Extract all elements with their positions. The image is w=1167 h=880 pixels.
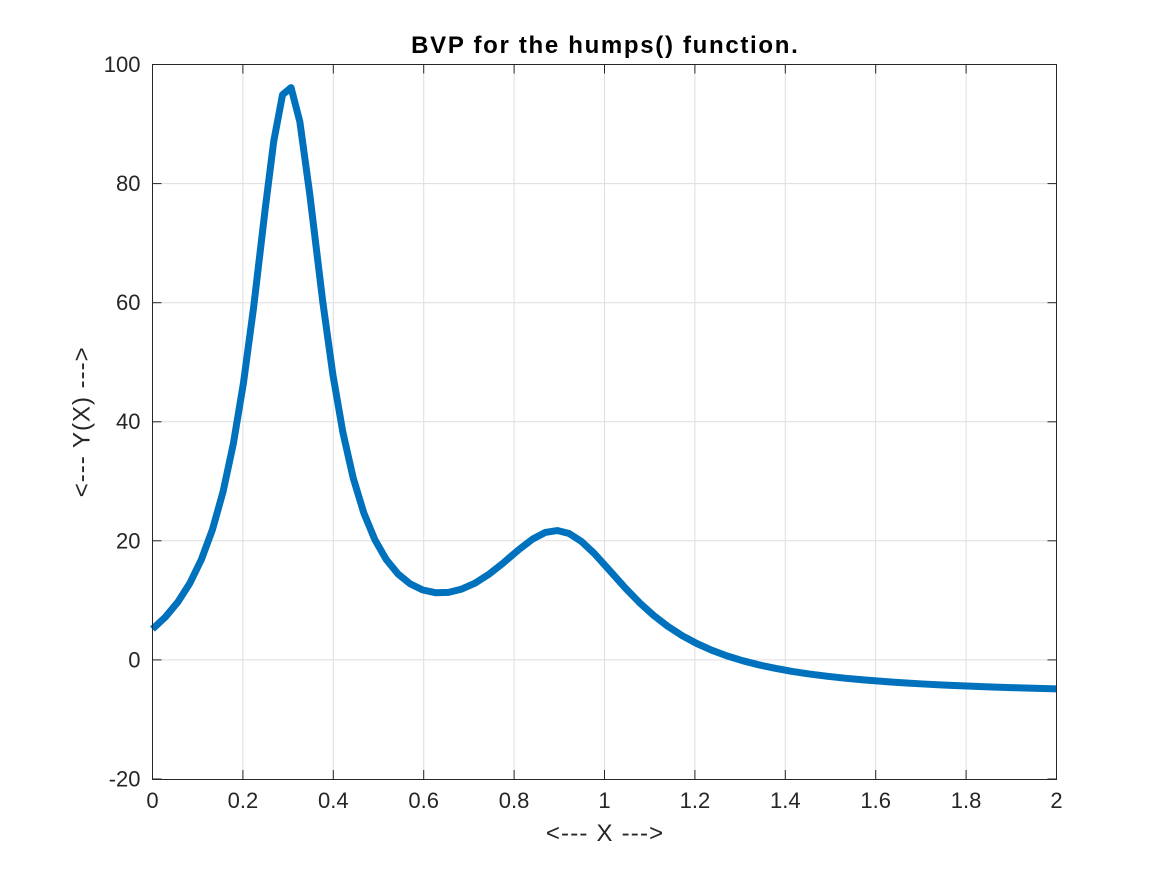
svg-text:0.6: 0.6 [408,788,439,813]
svg-text:0: 0 [146,788,158,813]
svg-text:0.4: 0.4 [318,788,349,813]
svg-text:2: 2 [1050,788,1062,813]
svg-text:20: 20 [116,528,140,553]
svg-text:1: 1 [598,788,610,813]
svg-text:0.2: 0.2 [228,788,259,813]
svg-text:40: 40 [116,409,140,434]
svg-text:80: 80 [116,171,140,196]
svg-text:1.2: 1.2 [680,788,711,813]
svg-text:1.6: 1.6 [860,788,891,813]
svg-text:BVP for the humps() function.: BVP for the humps() function. [411,32,799,59]
svg-text:0.8: 0.8 [499,788,530,813]
svg-text:1.4: 1.4 [770,788,801,813]
svg-text:<--- X --->: <--- X ---> [546,820,665,847]
svg-text:-20: -20 [109,767,141,792]
svg-text:<--- Y(X) --->: <--- Y(X) ---> [69,346,96,497]
svg-text:0: 0 [128,647,140,672]
svg-text:60: 60 [116,290,140,315]
svg-text:100: 100 [104,52,141,77]
svg-text:1.8: 1.8 [951,788,982,813]
